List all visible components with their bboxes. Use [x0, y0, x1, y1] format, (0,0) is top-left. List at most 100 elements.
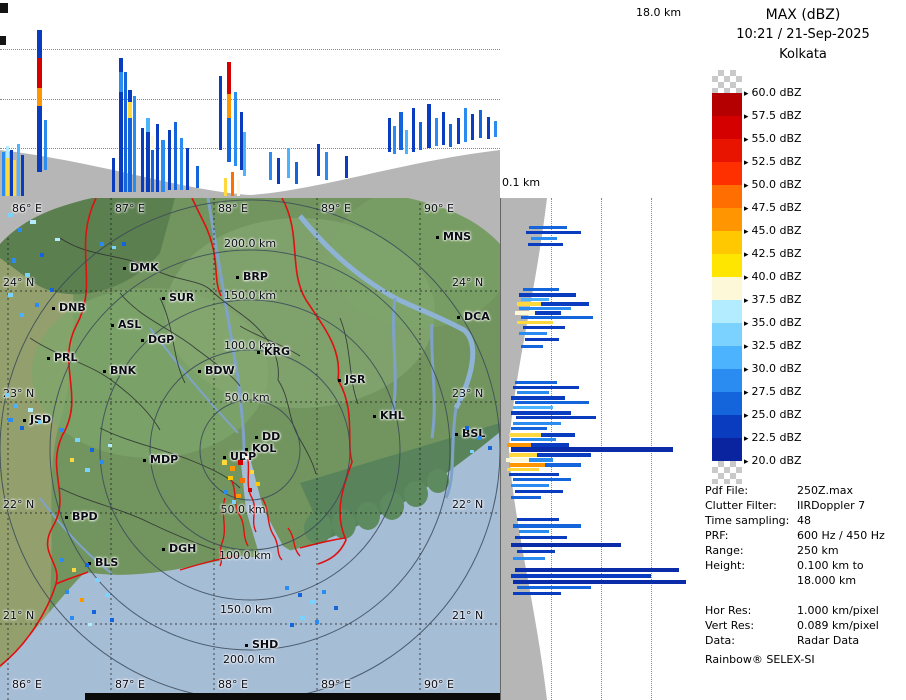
radar-echo-cell — [8, 213, 13, 217]
info-row: Range: 250 km — [705, 543, 903, 558]
legend-tick-arrow: ▸ — [744, 434, 749, 444]
profile-echo-bar — [295, 162, 298, 184]
sea-region — [0, 432, 500, 700]
legend-label: ▸ 55.0 dBZ — [744, 132, 802, 145]
profile-echo-bar — [186, 148, 189, 190]
profile-echo-bar — [517, 391, 549, 394]
legend-label: ▸ 57.5 dBZ — [744, 109, 802, 122]
city-marker-BDW — [198, 370, 201, 373]
radar-echo-cell — [35, 303, 39, 307]
profile-echo-bar — [513, 580, 686, 584]
terrain-map — [0, 198, 500, 700]
profile-echo-bar — [526, 231, 581, 234]
profile-echo-bar — [37, 88, 42, 106]
latitude-label: 21° N — [3, 609, 35, 622]
city-label-PRL: PRL — [54, 351, 78, 364]
city-marker-KRG — [257, 351, 260, 354]
legend-scale — [712, 70, 742, 484]
profile-echo-bar — [517, 550, 555, 553]
radar-echo-cell — [28, 408, 33, 412]
profile-echo-bar — [119, 72, 123, 92]
profile-echo-bar — [531, 237, 557, 240]
profile-echo-bar — [528, 243, 563, 246]
profile-echo-bar — [180, 138, 183, 190]
profile-echo-bar — [513, 478, 571, 481]
city-marker-UDP — [223, 456, 226, 459]
info-row-value: 0.089 km/pixel — [797, 619, 879, 632]
profile-echo-bar — [317, 144, 320, 176]
profile-echo-bar — [525, 338, 559, 341]
city-label-DMK: DMK — [130, 261, 159, 274]
radar-echo-cell — [222, 460, 227, 465]
profile-echo-bar — [515, 536, 567, 539]
city-marker-DCA — [457, 316, 460, 319]
legend-label-text: 20.0 dBZ — [751, 454, 802, 467]
legend-tick-arrow: ▸ — [744, 250, 749, 260]
range-ring-label: 200.0 km — [223, 237, 277, 250]
profile-echo-bar — [227, 62, 231, 94]
profile-echo-bar — [521, 345, 543, 348]
profile-echo-bar — [119, 58, 123, 72]
profile-echo-bar — [141, 128, 144, 192]
legend-tick-arrow: ▸ — [744, 181, 749, 191]
profile-echo-bar — [219, 76, 222, 150]
city-marker-PRL — [47, 357, 50, 360]
profile-echo-bar — [393, 126, 396, 154]
legend-color-cell — [712, 369, 742, 392]
legend-label: ▸ 20.0 dBZ — [744, 454, 802, 467]
legend-tick-arrow: ▸ — [744, 319, 749, 329]
radar-echo-cell — [236, 494, 241, 498]
city-label-SHD: SHD — [252, 638, 279, 651]
profile-echo-bar — [240, 112, 243, 170]
profile-echo-bar — [419, 122, 422, 150]
legend-label-text: 25.0 dBZ — [751, 408, 802, 421]
city-label-ASL: ASL — [118, 318, 142, 331]
legend-tick-arrow: ▸ — [744, 89, 749, 99]
profile-echo-bar — [2, 152, 5, 196]
longitude-label: 89° E — [321, 202, 351, 215]
legend-label: ▸ 32.5 dBZ — [744, 339, 802, 352]
city-marker-MDP — [143, 459, 146, 462]
profile-echo-bar — [119, 92, 123, 192]
profile-echo-bar — [513, 557, 545, 560]
profile-echo-bar — [427, 104, 431, 148]
range-ring-label: 50.0 km — [220, 503, 266, 516]
radar-echo-cell — [65, 590, 69, 594]
profile-echo-bar — [517, 586, 591, 589]
latitude-label: 24° N — [3, 276, 35, 289]
profile-echo-bar — [515, 401, 589, 404]
profile-echo-bar — [507, 443, 531, 447]
legend-labels: ▸ 60.0 dBZ ▸ 57.5 dBZ ▸ 55.0 dBZ ▸ 52.5 dBZ ▸ 50.… — [744, 70, 894, 490]
profile-echo-bar — [511, 411, 571, 415]
profile-echo-bar — [128, 90, 132, 102]
legend-color-cell — [712, 93, 742, 116]
legend-tick-arrow: ▸ — [744, 296, 749, 306]
legend-tick-arrow: ▸ — [744, 342, 749, 352]
profile-echo-bar — [146, 118, 150, 132]
profile-echo-bar — [529, 226, 567, 229]
range-ring-label: 150.0 km — [223, 289, 277, 302]
legend-tick-arrow: ▸ — [744, 365, 749, 375]
radar-echo-cell — [20, 426, 24, 430]
profile-echo-bar — [479, 110, 482, 138]
profile-echo-bar — [161, 140, 165, 192]
axis-tick-fragment — [0, 3, 8, 13]
city-marker-BSL — [455, 433, 458, 436]
legend-tick-arrow: ▸ — [744, 457, 749, 467]
profile-echo-bar — [519, 307, 571, 310]
city-label-BRP: BRP — [243, 270, 268, 283]
profile-echo-bar — [227, 118, 231, 162]
info-row-value: 250 km — [797, 544, 839, 557]
info-row: Height: 0.100 km to — [705, 558, 903, 573]
legend-label-text: 50.0 dBZ — [751, 178, 802, 191]
profile-echo-bar — [515, 381, 557, 384]
city-marker-BLS — [88, 562, 91, 565]
radar-echo-cell — [465, 426, 469, 430]
city-label-JSD: JSD — [30, 413, 51, 426]
longitude-label: 87° E — [115, 202, 145, 215]
radar-echo-cell — [14, 404, 18, 408]
profile-echo-bar — [513, 386, 579, 389]
radar-echo-cell — [224, 490, 228, 494]
longitude-label: 87° E — [115, 678, 145, 691]
legend-color-cell — [712, 438, 742, 461]
